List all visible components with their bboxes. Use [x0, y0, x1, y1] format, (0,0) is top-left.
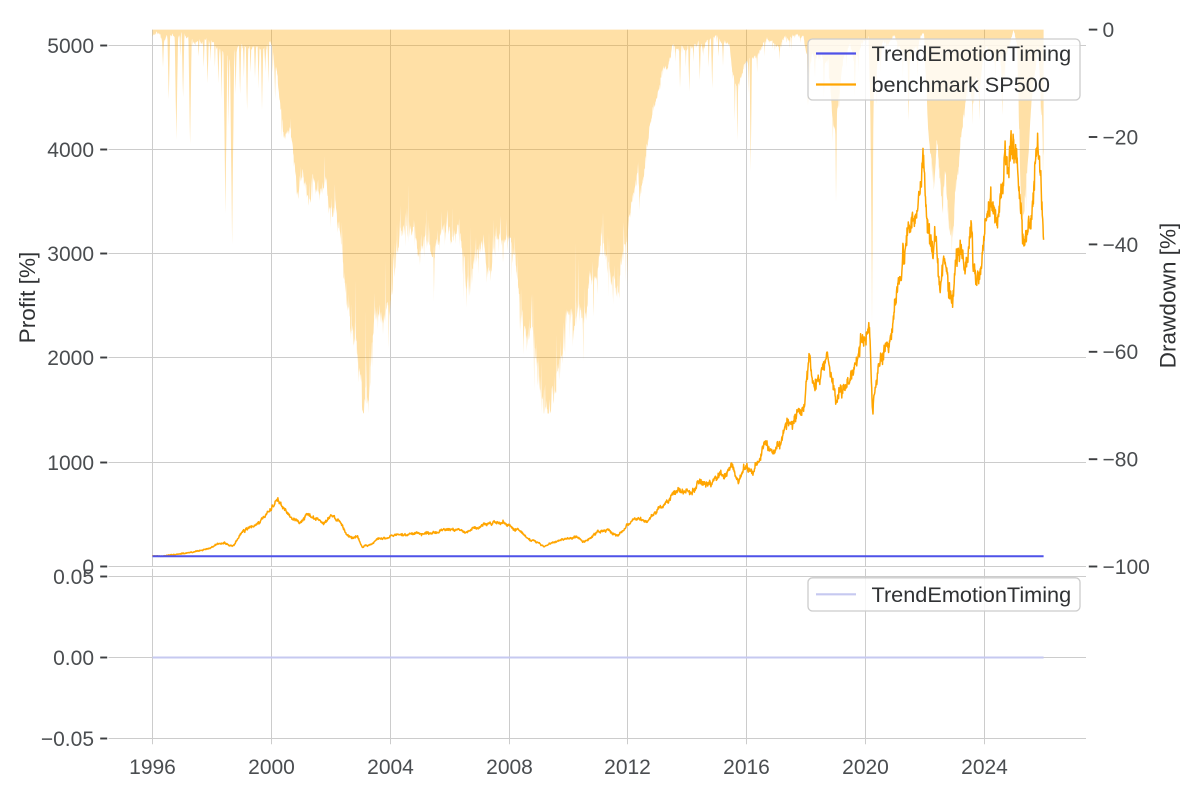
svg-text:−20: −20 — [1103, 126, 1139, 149]
svg-text:2016: 2016 — [723, 756, 770, 779]
svg-text:2020: 2020 — [842, 756, 889, 779]
svg-text:5000: 5000 — [47, 35, 94, 58]
svg-text:4000: 4000 — [47, 139, 94, 162]
svg-text:2000: 2000 — [248, 756, 295, 779]
svg-text:1000: 1000 — [47, 452, 94, 475]
svg-text:2000: 2000 — [47, 347, 94, 370]
svg-text:TrendEmotionTiming: TrendEmotionTiming — [872, 41, 1072, 66]
svg-text:−0.05: −0.05 — [41, 728, 94, 751]
svg-text:2012: 2012 — [604, 756, 651, 779]
svg-text:3000: 3000 — [47, 243, 94, 266]
svg-text:TrendEmotionTiming: TrendEmotionTiming — [872, 582, 1072, 607]
svg-text:−100: −100 — [1103, 556, 1150, 579]
svg-text:−80: −80 — [1103, 449, 1139, 472]
svg-text:−60: −60 — [1103, 341, 1139, 364]
svg-text:Drawdown [%]: Drawdown [%] — [1156, 223, 1181, 369]
svg-text:Profit [%]: Profit [%] — [15, 252, 40, 344]
svg-text:0.00: 0.00 — [53, 647, 94, 670]
svg-text:2008: 2008 — [486, 756, 533, 779]
svg-text:0: 0 — [82, 556, 94, 579]
svg-text:−40: −40 — [1103, 234, 1139, 257]
svg-text:2024: 2024 — [961, 756, 1008, 779]
svg-text:0: 0 — [1103, 19, 1115, 42]
svg-text:benchmark SP500: benchmark SP500 — [872, 72, 1050, 97]
svg-text:0.05: 0.05 — [53, 566, 94, 589]
svg-text:1996: 1996 — [129, 756, 176, 779]
svg-text:2004: 2004 — [367, 756, 414, 779]
